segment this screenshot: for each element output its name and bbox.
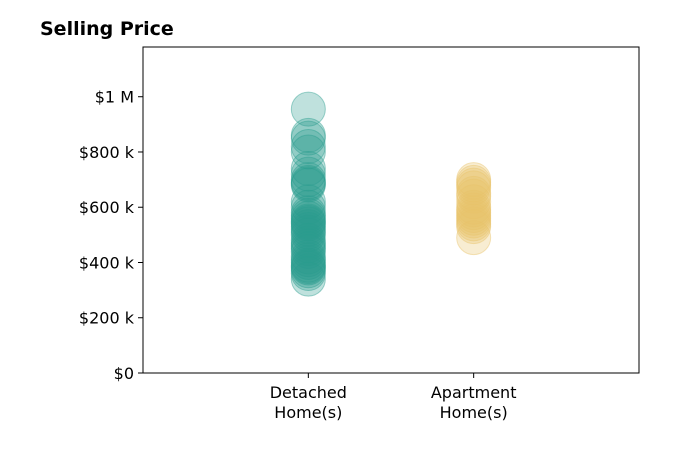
y-tick-label: $1 M: [95, 88, 134, 107]
y-tick-label: $400 k: [79, 253, 135, 272]
data-point: [290, 198, 326, 234]
data-point: [290, 164, 326, 200]
data-point: [290, 225, 326, 261]
data-point: [290, 156, 326, 192]
data-point: [290, 228, 326, 264]
data-point: [456, 198, 492, 234]
data-point: [290, 247, 326, 283]
data-point: [456, 164, 492, 200]
data-point: [290, 206, 326, 242]
data-point: [456, 189, 492, 225]
y-tick-label: $0: [114, 364, 134, 383]
data-point: [456, 178, 492, 214]
x-tick-label: Home(s): [274, 403, 342, 422]
data-point: [290, 134, 326, 170]
data-point: [456, 170, 492, 206]
points-layer: [290, 91, 492, 297]
chart-title: Selling Price: [40, 18, 174, 40]
data-point: [456, 203, 492, 239]
data-point: [290, 242, 326, 278]
data-point: [290, 151, 326, 187]
data-point: [290, 204, 326, 240]
data-point: [456, 184, 492, 220]
data-point: [290, 189, 326, 225]
data-point: [290, 184, 326, 220]
y-tick-label: $600 k: [79, 198, 135, 217]
data-point: [290, 209, 326, 245]
data-point: [290, 233, 326, 269]
data-point: [456, 162, 492, 198]
x-tick-label: Apartment: [431, 383, 517, 402]
data-point: [290, 117, 326, 153]
data-point: [290, 253, 326, 289]
data-point: [290, 91, 326, 127]
data-point: [456, 209, 492, 245]
data-point: [290, 211, 326, 247]
data-point: [290, 167, 326, 203]
data-point: [456, 192, 492, 228]
data-point: [456, 175, 492, 211]
data-point: [456, 167, 492, 203]
data-point: [290, 214, 326, 250]
data-point: [290, 120, 326, 156]
x-tick-label: Home(s): [440, 403, 508, 422]
data-point: [290, 244, 326, 280]
data-point: [290, 222, 326, 258]
data-point: [290, 250, 326, 286]
data-point: [456, 200, 492, 236]
data-point: [456, 206, 492, 242]
data-point: [456, 220, 492, 256]
data-point: [290, 162, 326, 198]
data-point: [290, 239, 326, 275]
data-point: [290, 249, 326, 285]
data-point: [290, 195, 326, 231]
data-point: [290, 256, 326, 292]
data-point: [290, 128, 326, 164]
data-point: [290, 200, 326, 236]
data-point: [290, 203, 326, 239]
data-point: [456, 195, 492, 231]
y-tick-label: $800 k: [79, 143, 135, 162]
data-point: [290, 261, 326, 297]
y-tick-label: $200 k: [79, 309, 135, 328]
data-point: [290, 217, 326, 253]
plot-frame: [142, 46, 640, 374]
y-axis: $0 $200 k $400 k $600 k $800 k $1 M: [79, 88, 143, 383]
data-point: [290, 166, 326, 202]
x-tick-label: Detached: [270, 383, 347, 402]
data-point: [290, 231, 326, 267]
